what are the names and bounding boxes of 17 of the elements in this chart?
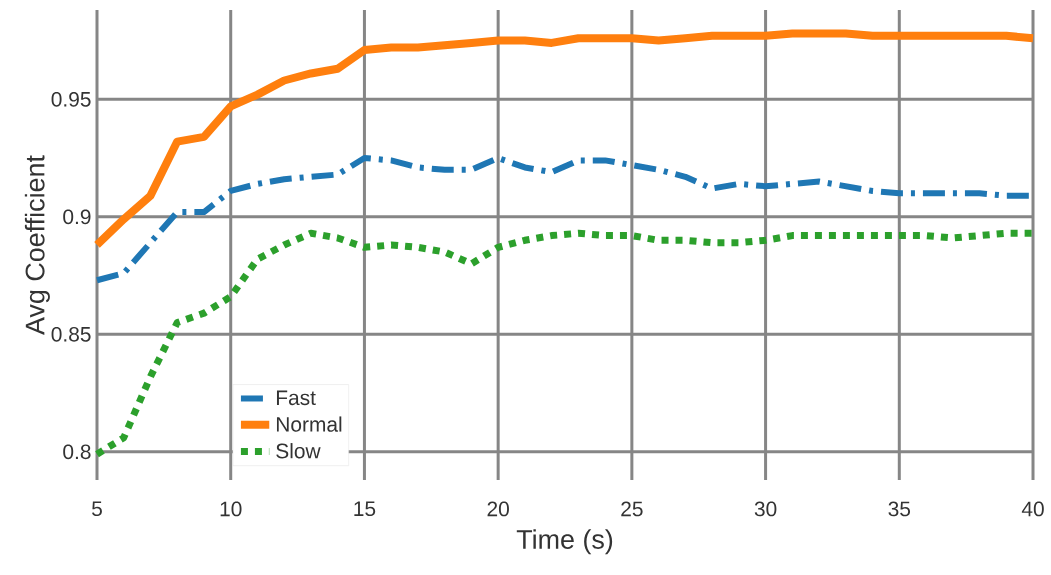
y-axis-title: Avg Coefficient (24, 155, 50, 335)
legend-label: Normal (276, 416, 342, 432)
x-tick-label: 30 (754, 501, 777, 517)
y-tick-label: 0.9 (63, 209, 91, 225)
y-tick-label: 0.95 (51, 91, 91, 107)
x-axis-title: Time (s) (516, 529, 613, 555)
x-tick-label: 25 (621, 501, 643, 517)
x-tick-label: 5 (92, 501, 102, 517)
legend-label: Slow (276, 443, 321, 459)
x-tick-label: 40 (1021, 501, 1044, 517)
x-tick-label: 15 (354, 501, 376, 517)
x-tick-label: 20 (487, 501, 509, 517)
y-tick-label: 0.85 (51, 326, 91, 342)
x-tick-label: 10 (220, 501, 242, 517)
y-tick-label: 0.8 (63, 444, 91, 460)
legend-label: Fast (276, 390, 316, 406)
x-tick-label: 35 (888, 501, 911, 517)
